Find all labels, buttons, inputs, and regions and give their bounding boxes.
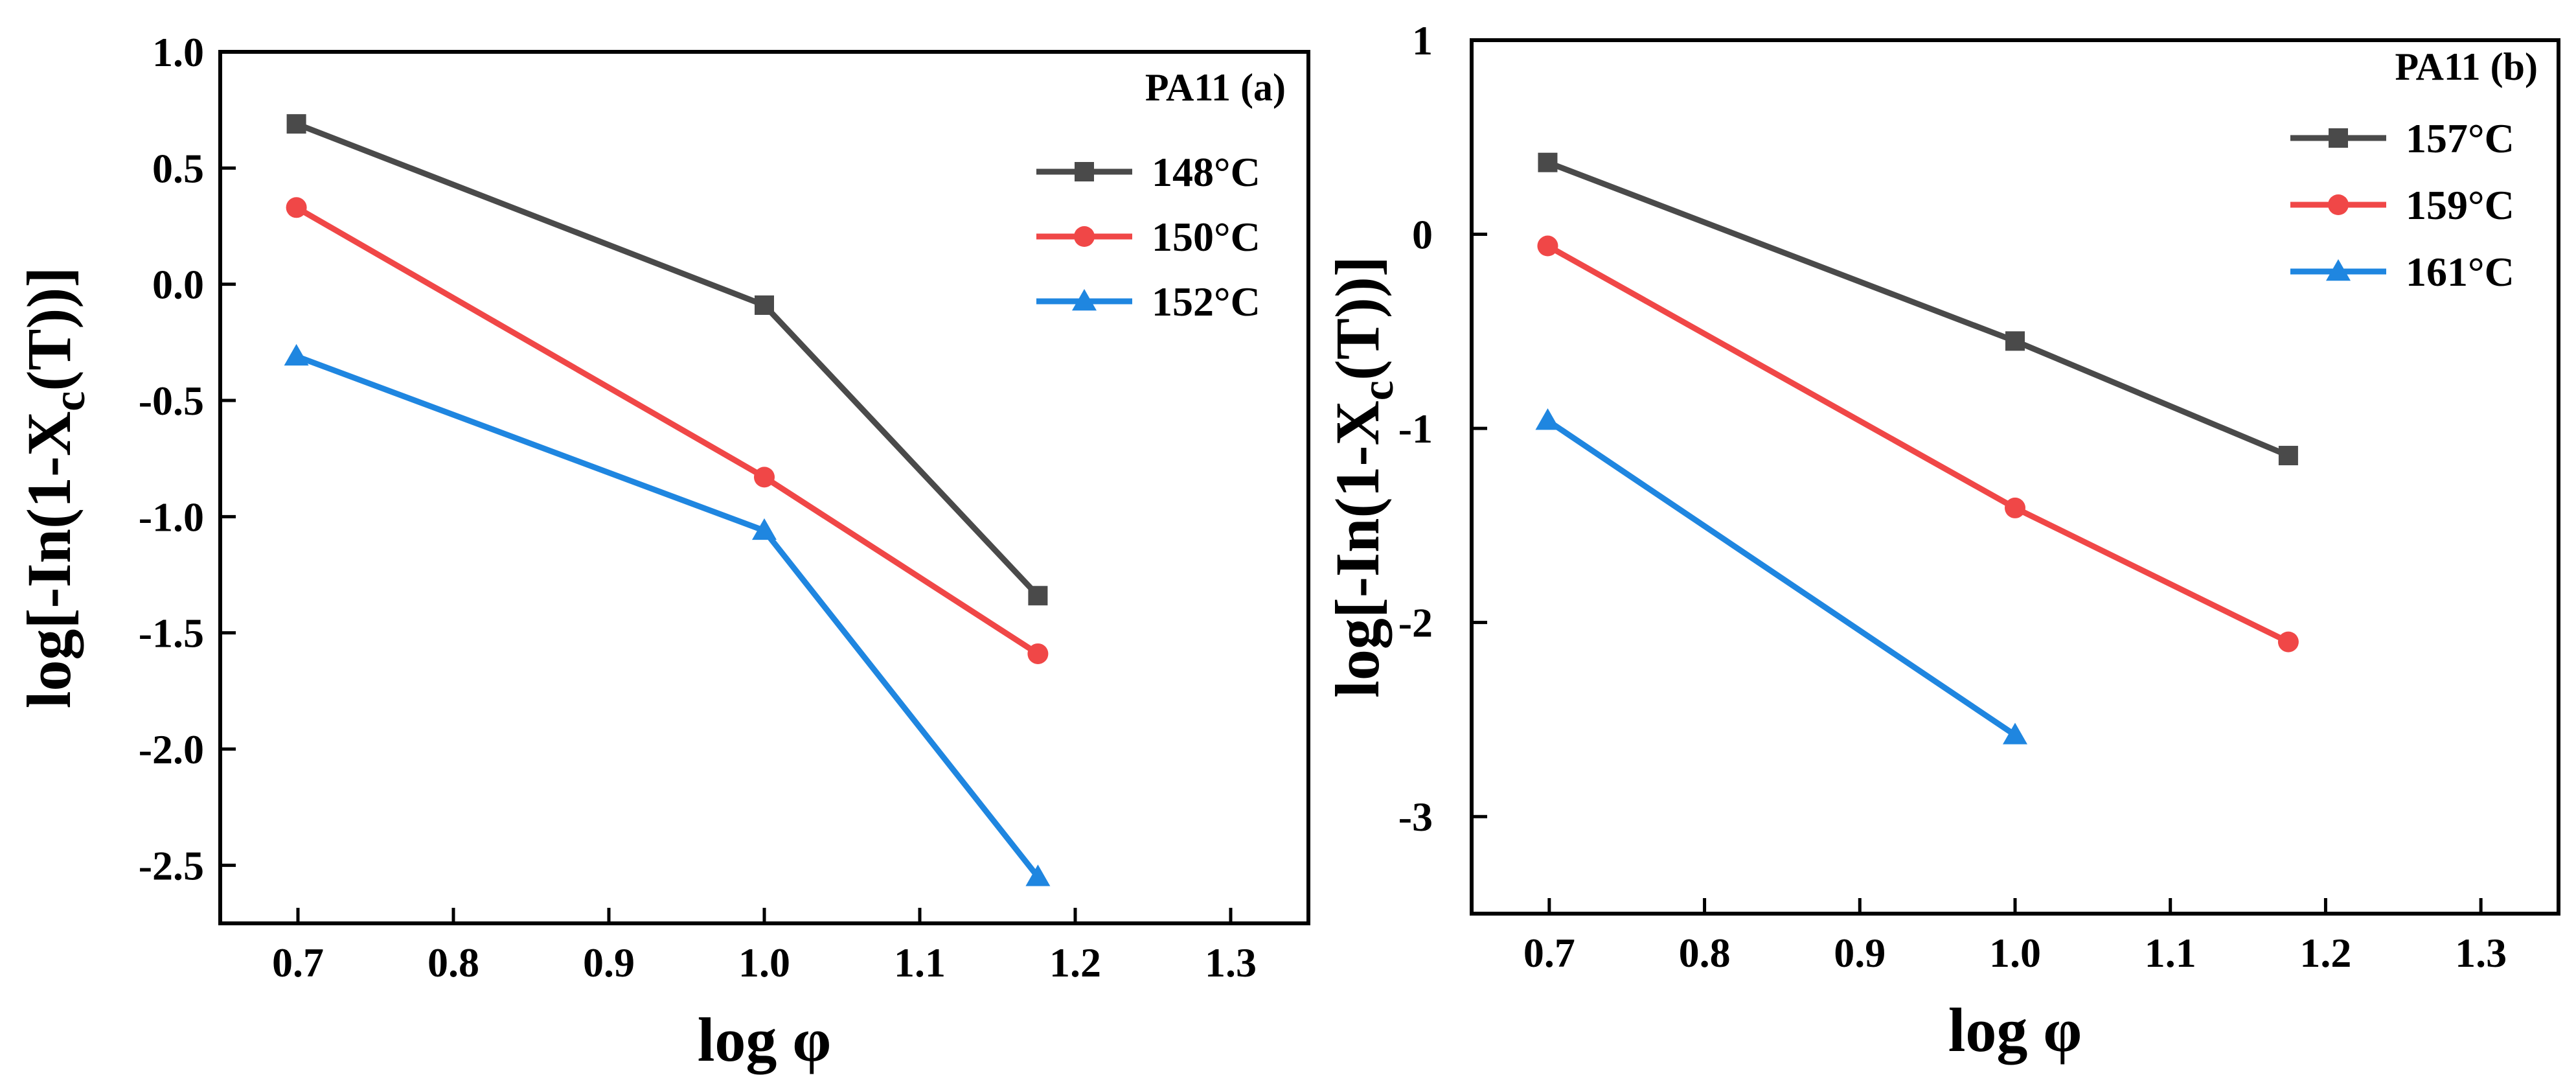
y-tick-label: -3 xyxy=(1398,794,1433,840)
data-point xyxy=(754,467,775,488)
x-tick-label: 1.1 xyxy=(2145,930,2196,976)
data-point xyxy=(286,114,306,134)
legend-label: 157°C xyxy=(2406,115,2514,161)
y-tick-label: -2.5 xyxy=(139,842,204,888)
series-line xyxy=(1545,418,2017,738)
legend-marker xyxy=(1074,226,1095,247)
x-tick-label: 0.8 xyxy=(427,940,479,986)
y-tick-label: -1.0 xyxy=(139,494,204,540)
data-point xyxy=(755,295,774,315)
legend-label: 159°C xyxy=(2406,182,2514,228)
y-tick-label: 0.5 xyxy=(152,145,204,191)
x-tick-label: 1.0 xyxy=(738,940,790,986)
x-tick-label: 1.3 xyxy=(1205,940,1257,986)
data-point xyxy=(1537,235,1558,257)
x-tick-label: 0.7 xyxy=(272,940,324,986)
y-axis-title-tail: (T))] xyxy=(1323,256,1392,380)
y-axis-title-tail: (T))] xyxy=(14,267,84,391)
data-point xyxy=(284,343,309,366)
y-axis-title: log[-In(1-Xc(T))] xyxy=(14,267,95,709)
data-point xyxy=(1025,864,1051,886)
y-axis-title-subscript: c xyxy=(45,391,95,411)
chart-panel-a: 0.7 0.8 0.9 1.0 1.1 1.2 1.3 -2.5 -2.0 -1.5 -1.0 -0.… xyxy=(14,29,1310,1074)
data-point xyxy=(2003,722,2027,745)
legend-title: PA11 (a) xyxy=(1145,66,1286,109)
data-point xyxy=(2005,331,2025,351)
y-tick-label: 1 xyxy=(1412,17,1433,64)
y-axis-title-main: log[-In(1-X xyxy=(1323,400,1392,698)
data-point xyxy=(1028,586,1048,606)
legend-marker xyxy=(2328,194,2349,215)
legend-marker xyxy=(2329,128,2348,148)
data-point xyxy=(1535,408,1560,430)
legend-marker xyxy=(1072,289,1097,311)
y-axis-title: log[-In(1-Xc(T))] xyxy=(1323,256,1403,698)
y-tick-label: 1.0 xyxy=(152,29,204,75)
data-point xyxy=(2278,446,2298,466)
y-tick-label: -1 xyxy=(1398,406,1433,452)
data-point xyxy=(286,197,307,218)
y-tick-label: -2 xyxy=(1398,600,1433,646)
x-tick-label: 1.2 xyxy=(2299,930,2351,976)
y-axis-title-main: log[-In(1-X xyxy=(14,411,84,709)
legend-label: 148°C xyxy=(1152,149,1260,195)
x-tick-label: 1.2 xyxy=(1049,940,1101,986)
series-line xyxy=(295,121,1040,598)
legend-label: 152°C xyxy=(1152,279,1260,325)
series-line xyxy=(295,205,1040,656)
y-tick-label: -1.5 xyxy=(139,610,204,656)
data-point xyxy=(752,518,777,540)
series-line xyxy=(295,353,1040,879)
legend-label: 161°C xyxy=(2406,249,2514,295)
x-axis-title: log φ xyxy=(1948,995,2082,1065)
x-tick-label: 0.8 xyxy=(1679,930,1731,976)
x-tick-label: 0.7 xyxy=(1523,930,1575,976)
x-axis-title: log φ xyxy=(698,1005,832,1074)
chart-panel-b: 0.7 0.8 0.9 1.0 1.1 1.2 1.3 -3 -2 -1 0 1 log φ log[-I… xyxy=(1323,17,2560,1065)
data-point xyxy=(1027,643,1049,664)
x-tick-label: 0.9 xyxy=(583,940,635,986)
legend-marker xyxy=(1075,162,1094,181)
y-tick-label: 0.0 xyxy=(152,262,204,308)
plot-frame xyxy=(218,50,1310,925)
data-point xyxy=(1538,152,1558,172)
y-tick-label: -0.5 xyxy=(139,378,204,424)
data-point xyxy=(2277,631,2299,653)
x-tick-label: 1.1 xyxy=(894,940,946,986)
y-axis-title-subscript: c xyxy=(1353,380,1403,400)
x-tick-label: 1.0 xyxy=(1989,930,2041,976)
legend-label: 150°C xyxy=(1152,214,1260,260)
y-tick-label: 0 xyxy=(1412,212,1433,258)
legend-marker xyxy=(2326,259,2351,281)
data-point xyxy=(2005,497,2025,518)
x-tick-label: 0.9 xyxy=(1834,930,1886,976)
x-tick-label: 1.3 xyxy=(2455,930,2507,976)
y-tick-label: -2.0 xyxy=(139,726,204,772)
legend-title: PA11 (b) xyxy=(2395,45,2538,88)
